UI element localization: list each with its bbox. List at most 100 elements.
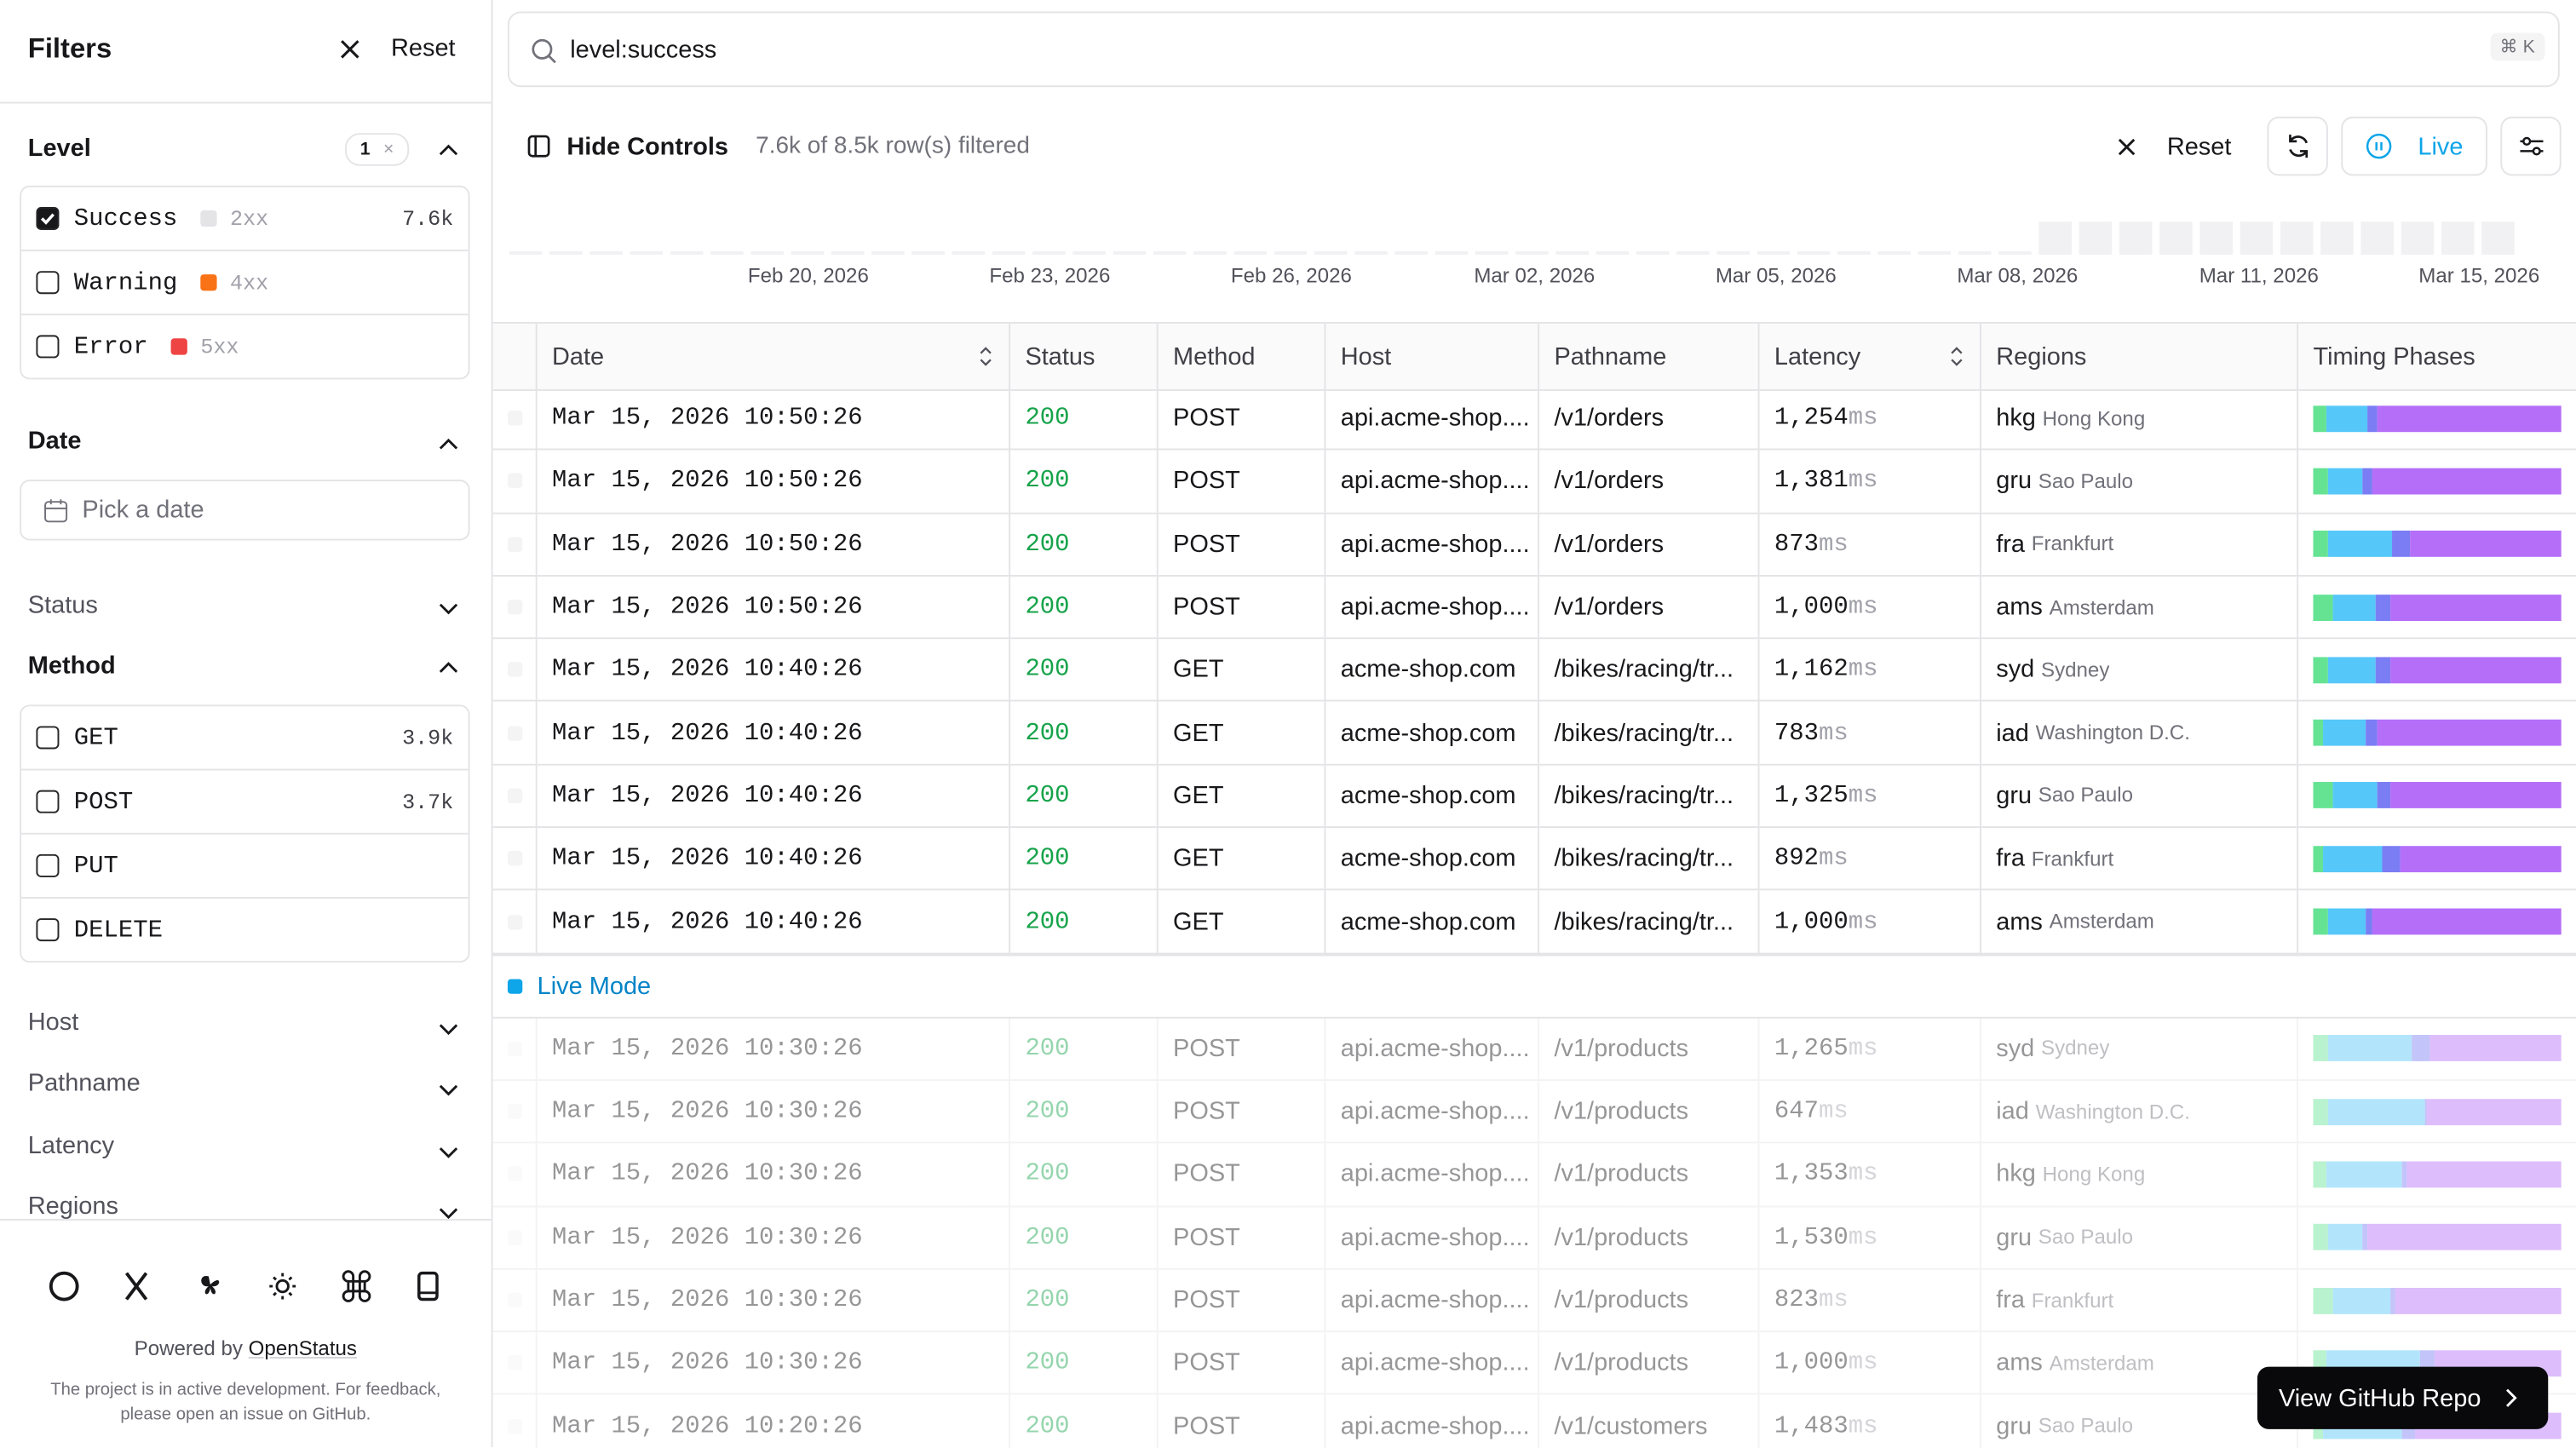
column-header[interactable]: Host — [1325, 323, 1540, 390]
checkbox[interactable] — [36, 918, 60, 942]
table-row[interactable]: Mar 15, 2026 10:50:26 200 POST api.acme-sho… — [492, 388, 2576, 451]
table-row[interactable]: Mar 15, 2026 10:30:26 200 POST api.acme-sho… — [492, 1143, 2576, 1207]
histogram-bar — [1757, 251, 1791, 255]
table-row[interactable]: Mar 15, 2026 10:30:26 200 POST api.acme-sho… — [492, 1080, 2576, 1144]
histogram-bar — [1032, 251, 1066, 255]
method-option[interactable]: GET 3.9k — [21, 706, 469, 771]
date-cell: Mar 15, 2026 10:40:26 — [538, 828, 1011, 890]
table-header: Date Status Method Host Pathname Latency Regio… — [492, 322, 2576, 392]
sort-icon[interactable] — [1950, 347, 1963, 366]
level-option[interactable]: Success 2xx 7.6k — [21, 187, 469, 252]
row-select[interactable] — [507, 1167, 523, 1182]
region-city: Sydney — [2040, 1037, 2110, 1060]
checkbox[interactable] — [36, 726, 60, 750]
settings-button[interactable] — [2500, 116, 2562, 176]
row-select[interactable] — [507, 914, 523, 929]
level-badge[interactable]: 1 × — [345, 133, 410, 166]
checkbox[interactable] — [36, 853, 60, 877]
level-label: Level — [27, 135, 91, 163]
row-select[interactable] — [507, 1041, 523, 1056]
method-option[interactable]: POST 3.7k — [21, 771, 469, 835]
status-label[interactable]: Status — [27, 591, 98, 620]
close-icon[interactable] — [2118, 138, 2136, 156]
close-icon[interactable] — [340, 39, 359, 59]
table-row[interactable]: Mar 15, 2026 10:50:26 200 POST api.acme-sho… — [492, 513, 2576, 577]
column-header[interactable]: Latency — [1760, 323, 1981, 390]
column-header[interactable]: Date — [538, 323, 1011, 390]
row-select[interactable] — [507, 1104, 523, 1119]
reset-button[interactable]: Reset — [2166, 133, 2232, 162]
path-cell: /v1/orders — [1539, 388, 1760, 450]
sort-icon[interactable] — [979, 347, 992, 366]
histogram-bar — [2280, 221, 2314, 255]
table-row[interactable]: Mar 15, 2026 10:50:26 200 POST api.acme-sho… — [492, 451, 2576, 514]
row-select[interactable] — [507, 1355, 523, 1371]
table-row[interactable]: Mar 15, 2026 10:40:26 200 GET acme-shop.com… — [492, 828, 2576, 892]
timing-bar — [2313, 1287, 2562, 1313]
row-select[interactable] — [507, 1229, 523, 1245]
checkbox[interactable] — [36, 271, 60, 295]
row-select[interactable] — [507, 411, 523, 426]
checkbox[interactable] — [36, 207, 60, 231]
histogram-bar — [710, 251, 744, 255]
filter-label[interactable]: Latency — [27, 1131, 115, 1159]
column-header[interactable]: Status — [1010, 323, 1159, 390]
date-cell: Mar 15, 2026 10:30:26 — [538, 1269, 1011, 1331]
level-option[interactable]: Error 5xx — [21, 315, 469, 377]
rect — [417, 1271, 439, 1301]
reset-button[interactable]: Reset — [391, 34, 456, 63]
host-cell: api.acme-shop.... — [1325, 388, 1540, 450]
row-select[interactable] — [507, 1418, 523, 1434]
timing-segment — [2367, 1224, 2562, 1251]
checkbox[interactable] — [36, 790, 60, 813]
row-select[interactable] — [507, 474, 523, 489]
row-select[interactable] — [507, 851, 523, 866]
row-select[interactable] — [507, 537, 523, 552]
level-option[interactable]: Warning 4xx — [21, 251, 469, 316]
table-row[interactable]: Mar 15, 2026 10:40:26 200 GET acme-shop.com… — [492, 639, 2576, 703]
table-row[interactable]: Mar 15, 2026 10:40:26 200 GET acme-shop.com… — [492, 891, 2576, 954]
row-select[interactable] — [507, 599, 523, 615]
live-label: Live — [2418, 132, 2464, 161]
histogram-bar — [1636, 251, 1670, 255]
row-select[interactable] — [507, 662, 523, 678]
method-option[interactable]: PUT — [21, 835, 469, 899]
table-row[interactable]: Mar 15, 2026 10:40:26 200 GET acme-shop.com… — [492, 765, 2576, 829]
date-input[interactable]: Pick a date — [20, 480, 470, 541]
row-select[interactable] — [507, 1292, 523, 1308]
brand-link[interactable]: OpenStatus — [248, 1336, 357, 1360]
search-box[interactable]: level:success ⌘ K — [507, 11, 2560, 88]
path-cell: /v1/customers — [1539, 1395, 1760, 1448]
table-row[interactable]: Mar 15, 2026 10:30:26 200 POST api.acme-sho… — [492, 1269, 2576, 1333]
chevron-down — [439, 603, 458, 615]
table-row[interactable]: Mar 15, 2026 10:30:26 200 POST api.acme-sho… — [492, 1018, 2576, 1081]
column-header[interactable]: Method — [1159, 323, 1326, 390]
timing-segment — [2372, 468, 2562, 495]
filter-label[interactable]: Pathname — [27, 1070, 141, 1098]
column-header[interactable]: Timing Phases — [2298, 324, 2576, 389]
histogram-bar — [630, 251, 664, 255]
region-city: Frankfurt — [2031, 1288, 2114, 1312]
circle — [2366, 133, 2391, 159]
table-row[interactable]: Mar 15, 2026 10:30:26 200 POST api.acme-sho… — [492, 1206, 2576, 1270]
level-swatch — [200, 274, 217, 291]
github-cta[interactable]: View GitHub Repo — [2257, 1366, 2549, 1429]
timing-segment — [2365, 719, 2378, 746]
chevron-down — [439, 1140, 458, 1159]
table-row[interactable]: Mar 15, 2026 10:40:26 200 GET acme-shop.com… — [492, 702, 2576, 766]
column-header[interactable]: Regions — [1981, 323, 2299, 390]
refresh-button[interactable] — [2267, 116, 2328, 176]
path — [2506, 1388, 2517, 1407]
hide-controls[interactable]: Hide Controls — [566, 133, 729, 162]
timing-segment — [2332, 782, 2378, 809]
method-option[interactable]: DELETE — [21, 899, 469, 961]
filter-label[interactable]: Host — [27, 1008, 79, 1037]
select-cell — [493, 765, 538, 827]
checkbox[interactable] — [36, 335, 60, 359]
row-select[interactable] — [507, 788, 523, 803]
column-header[interactable]: Pathname — [1539, 323, 1760, 390]
filter-label[interactable]: Regions — [27, 1192, 118, 1221]
live-button[interactable]: Live — [2341, 116, 2487, 176]
row-select[interactable] — [507, 725, 523, 741]
table-row[interactable]: Mar 15, 2026 10:50:26 200 POST api.acme-sho… — [492, 576, 2576, 640]
